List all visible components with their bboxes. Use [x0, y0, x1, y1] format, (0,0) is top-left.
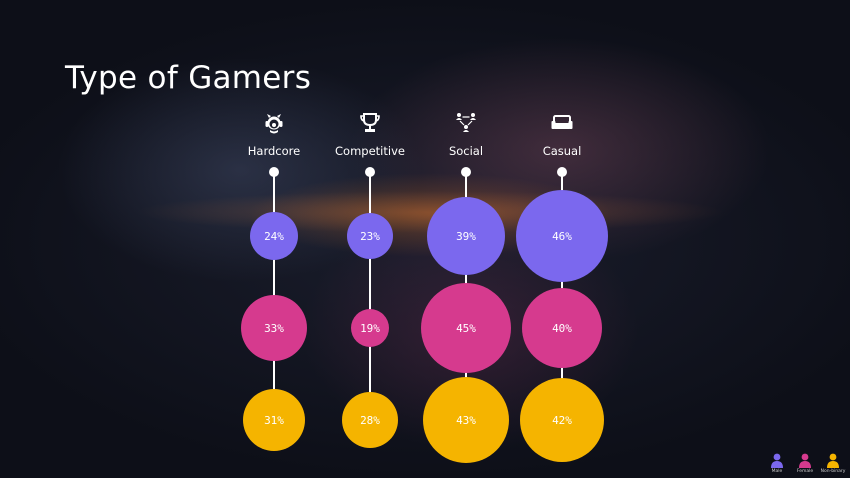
person-icon — [826, 453, 840, 468]
legend-item-non-binary: Non-binary — [820, 453, 846, 474]
bubble-male-casual — [516, 190, 608, 282]
chart-title: Type of Gamers — [65, 60, 312, 96]
data-label: 19% — [360, 322, 380, 335]
data-label: 40% — [552, 322, 572, 335]
person-icon — [770, 453, 784, 468]
bubble-non-binary-social — [423, 377, 509, 463]
headset-gamer-icon — [265, 114, 283, 134]
data-label: 42% — [552, 414, 572, 427]
bubble-female-competitive — [351, 309, 389, 347]
legend-label: Male — [771, 469, 783, 474]
person-icon — [798, 453, 812, 468]
connector-dot-hardcore — [269, 167, 279, 177]
legend-item-female: Female — [794, 453, 816, 474]
trophy-icon — [360, 113, 380, 133]
data-label: 28% — [360, 414, 380, 427]
legend-label: Female — [796, 469, 814, 474]
bubble-female-hardcore — [241, 295, 307, 361]
data-label: 31% — [264, 414, 284, 427]
bubble-female-casual — [522, 288, 602, 368]
legend-item-male: Male — [766, 453, 788, 474]
category-label-social: Social — [449, 144, 483, 158]
bubble-non-binary-competitive — [342, 392, 398, 448]
connector-dot-competitive — [365, 167, 375, 177]
data-label: 45% — [456, 322, 476, 335]
connector-dot-social — [461, 167, 471, 177]
bubble-female-social — [421, 283, 511, 373]
network-people-icon — [455, 112, 477, 133]
data-label: 39% — [456, 230, 476, 243]
legend: Male Female Non-binary — [766, 453, 846, 474]
data-label: 46% — [552, 230, 572, 243]
bubble-male-social — [427, 197, 505, 275]
bubble-male-competitive — [347, 213, 393, 259]
category-label-competitive: Competitive — [335, 144, 405, 158]
connector-dot-casual — [557, 167, 567, 177]
bubble-non-binary-hardcore — [243, 389, 305, 451]
category-label-casual: Casual — [543, 144, 582, 158]
category-label-hardcore: Hardcore — [248, 144, 300, 158]
bubble-male-hardcore — [250, 212, 298, 260]
data-label: 43% — [456, 414, 476, 427]
data-label: 33% — [264, 322, 284, 335]
couch-icon — [550, 115, 574, 130]
bubble-non-binary-casual — [520, 378, 604, 462]
legend-label: Non-binary — [820, 469, 846, 474]
data-label: 24% — [264, 230, 284, 243]
data-label: 23% — [360, 230, 380, 243]
